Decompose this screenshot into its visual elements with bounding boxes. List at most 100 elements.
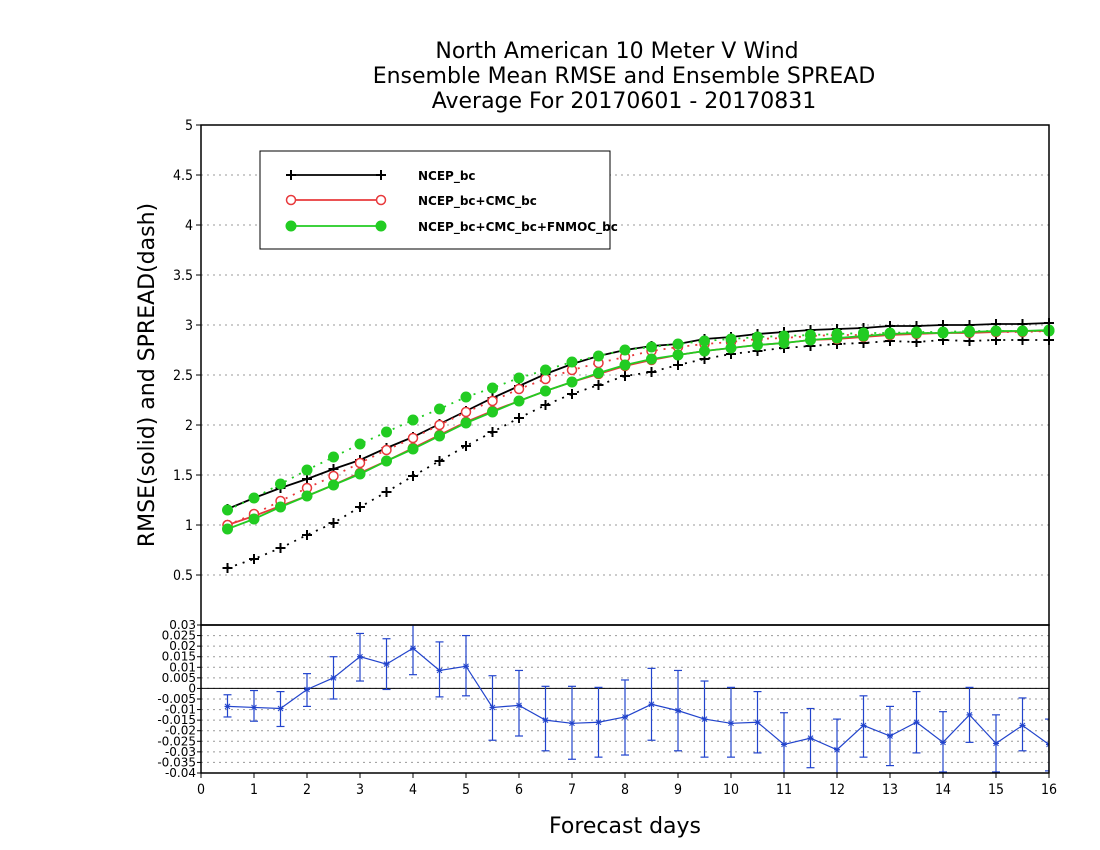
series-3-rmse-point	[699, 345, 710, 357]
series-3-spread-point	[725, 333, 737, 345]
main-y-tick-label: 3	[185, 318, 193, 334]
star-d2	[463, 663, 469, 670]
series-3-rmse-point	[619, 359, 631, 371]
difference-point	[277, 705, 284, 712]
difference-y-tick-label: 0.025	[162, 629, 196, 643]
star-d2	[754, 719, 761, 726]
series-1-spread-point	[593, 380, 604, 390]
difference-point	[860, 722, 867, 729]
difference-point	[542, 717, 549, 724]
series-1-spread-point	[355, 502, 365, 512]
x-tick-label: 0	[197, 782, 205, 798]
series-3-spread-point	[990, 325, 1002, 337]
series-3	[222, 324, 1055, 535]
series-1-spread-point	[673, 360, 683, 370]
star-d2	[224, 703, 231, 710]
star-d2	[701, 716, 708, 722]
series-1-spread-point	[646, 367, 657, 377]
legend-label: NCEP_bc+CMC_bc+FNMOC_bc	[418, 220, 618, 235]
series-3-rmse-line	[227, 329, 1050, 530]
difference-y-tick-label: -0.01	[165, 703, 196, 717]
difference-point	[993, 740, 999, 747]
star-d2	[622, 714, 628, 720]
series-3-spread-point	[884, 327, 896, 339]
series-2-spread-point	[434, 419, 445, 431]
series-3-spread-point	[752, 331, 763, 343]
star-d2	[728, 720, 734, 727]
star-d2	[516, 702, 522, 709]
x-tick-label: 15	[988, 782, 1004, 798]
star-d2	[489, 704, 496, 711]
series-3-spread-point	[460, 391, 472, 403]
series-2-spread-point	[381, 444, 392, 456]
series-3-rmse-point	[646, 353, 657, 365]
main-plot-series	[222, 318, 1055, 573]
star-d2	[966, 712, 973, 718]
series-3-spread-point	[222, 504, 233, 516]
star-d1	[1046, 741, 1049, 746]
main-y-tick-label: 3.5	[173, 268, 193, 284]
difference-point	[834, 746, 840, 753]
series-3-spread-point	[593, 350, 604, 362]
series-3-rmse-point	[513, 395, 525, 407]
series-3-spread-point	[381, 426, 392, 438]
difference-point	[410, 645, 416, 652]
x-tick-label: 1	[250, 782, 258, 798]
chart-title-line-3: Average For 20170601 - 20170831	[432, 89, 817, 114]
series-1-spread-point	[249, 554, 259, 564]
difference-series-clipped	[223, 625, 1049, 773]
star-d2	[595, 719, 602, 726]
series-3-spread-point	[407, 414, 419, 426]
star-d2	[569, 720, 575, 727]
difference-point	[224, 703, 231, 710]
difference-y-tick-label: 0	[188, 681, 196, 695]
series-3-rmse-point	[248, 513, 260, 525]
main-plot-y-ticks: 0.5 1 1.5 2 2.5 3 3.5 4 4.5 5	[173, 118, 201, 584]
series-3-rmse-point	[566, 376, 578, 388]
chart-title: North American 10 Meter V Wind Ensemble …	[373, 39, 876, 114]
star-d2	[1046, 743, 1049, 748]
x-axis-label: Forecast days	[549, 814, 701, 839]
series-3-rmse-point	[354, 468, 366, 480]
difference-point	[701, 716, 708, 723]
star-d2	[436, 667, 443, 674]
x-tick-label: 3	[356, 782, 364, 798]
series-3-rmse-point	[540, 385, 551, 397]
series-3-rmse-point	[407, 443, 419, 455]
series-1-rmse-point	[302, 474, 312, 484]
series-3-spread-line	[227, 330, 1049, 511]
series-1-spread-point	[461, 441, 471, 451]
series-1-spread-point	[275, 543, 286, 553]
series-2	[222, 325, 1055, 531]
main-y-tick-label: 1.5	[173, 468, 193, 484]
series-2-rmse-line	[227, 330, 1049, 526]
series-1-rmse-line	[227, 322, 1050, 510]
main-y-tick-label: 2.5	[173, 368, 193, 384]
star-d2	[357, 653, 363, 660]
star-d2	[383, 661, 390, 667]
difference-point	[383, 661, 390, 668]
series-3-rmse-point	[672, 349, 684, 361]
difference-y-tick-label: -0.025	[157, 734, 196, 748]
series-3-spread-point	[911, 326, 922, 338]
series-1-spread-point	[620, 371, 630, 381]
star-d2	[834, 746, 840, 753]
difference-point	[569, 720, 575, 727]
star-d2	[807, 735, 814, 741]
difference-point	[595, 719, 602, 726]
series-1-spread-point	[302, 530, 312, 540]
chart-title-line-1: North American 10 Meter V Wind	[435, 39, 798, 64]
series-3-spread-point	[513, 372, 525, 384]
series-3-rmse-point	[301, 490, 313, 502]
series-3-spread-point	[354, 438, 366, 450]
difference-point	[728, 720, 734, 727]
difference-plot-series	[223, 625, 1049, 773]
difference-point	[966, 711, 973, 718]
series-3-rmse-point	[275, 501, 286, 513]
difference-y-tick-label: 0.01	[169, 660, 196, 674]
main-y-tick-label: 4.5	[173, 168, 193, 184]
difference-point	[304, 686, 310, 693]
series-3-rmse-point	[222, 523, 233, 535]
difference-y-tick-label: 0.02	[169, 639, 196, 653]
